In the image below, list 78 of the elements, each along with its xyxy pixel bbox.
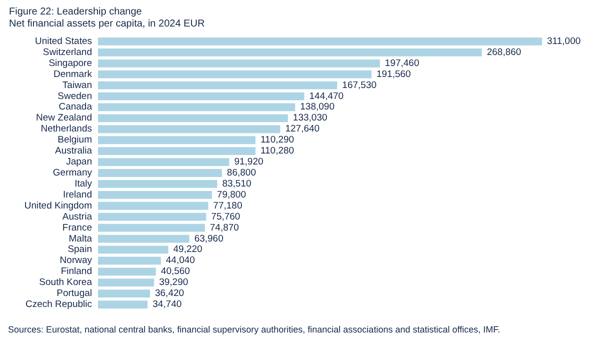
bar [98,290,150,298]
y-tick-label: United States [34,36,92,47]
data-label: 34,740 [152,299,182,310]
data-label: 40,560 [160,266,190,278]
data-label: 49,220 [173,244,202,256]
y-tick-label: Italy [74,178,92,190]
y-tick-label: Germany [52,168,92,178]
data-label: 167,530 [342,80,377,91]
y-tick-label: Czech Republic [25,299,92,310]
bar [98,81,338,90]
bar [98,48,482,56]
bar [98,190,212,199]
y-tick-label: Belgium [58,134,92,146]
y-tick-label: New Zealand [36,112,92,124]
chart-subtitle: Net financial assets per capita, in 2024 EUR [9,18,205,30]
bar [98,114,288,122]
data-label: 144,470 [309,90,344,102]
bar [98,224,205,232]
y-tick-label: Norway [60,255,92,266]
bar [98,125,280,134]
y-tick-label: Malta [68,233,93,244]
bar [98,256,161,265]
bar [98,59,380,68]
bar [98,103,296,112]
y-tick-label: France [62,222,92,234]
y-tick-label: Taiwan [62,80,92,91]
data-label: 79,800 [216,189,246,200]
data-label: 36,420 [154,288,184,300]
y-tick-label: Ireland [62,189,92,200]
y-tick-label: United Kingdom [24,200,92,212]
data-label: 110,280 [260,146,294,157]
y-tick-label: Singapore [48,58,92,69]
data-label: 268,860 [486,46,522,58]
data-label: 44,040 [166,255,195,266]
data-label: 133,030 [292,112,328,124]
bar [98,169,222,177]
y-tick-label: Sweden [58,90,92,102]
bar [98,158,230,166]
y-tick-label: Australia [55,146,93,157]
y-tick-label: Switzerland [42,46,92,58]
data-label: 77,180 [213,200,242,212]
y-tick-label: South Korea [39,277,93,288]
bar [98,136,256,144]
y-tick-label: Denmark [53,68,92,80]
data-label: 197,460 [384,58,420,69]
data-label: 86,800 [226,168,256,178]
y-tick-label: Austria [62,211,93,222]
bar [98,234,190,243]
y-tick-label: Spain [68,244,92,256]
data-label: 75,760 [211,211,240,222]
data-label: 110,290 [260,134,294,146]
data-label: 191,560 [376,68,411,80]
y-tick-label: Canada [58,102,93,113]
data-label: 311,000 [547,36,581,47]
bar [98,202,208,210]
data-label: 91,920 [234,156,264,168]
data-label: 127,640 [285,124,320,135]
data-label: 138,090 [300,102,334,113]
source-note: Sources: Eurostat, national central banks, financial supervisory authorities, financial associations and statistical offices, IMF. [8,324,500,334]
data-label: 39,290 [159,277,188,288]
bar [98,300,148,308]
data-label: 63,960 [194,233,224,244]
bar [98,278,154,287]
bar [98,92,304,100]
bar [98,180,218,188]
bar [98,212,206,221]
bar [98,38,542,46]
bar [98,268,156,276]
y-tick-label: Portugal [56,288,92,300]
bar [98,70,372,78]
y-tick-label: Finland [60,266,92,278]
y-tick-label: Japan [66,156,92,168]
y-tick-label: Netherlands [40,124,92,135]
data-label: 74,870 [210,222,239,234]
chart-title: Figure 22: Leadership change [9,6,142,18]
data-label: 83,510 [222,178,252,190]
bar [98,147,256,156]
bar [98,246,168,254]
